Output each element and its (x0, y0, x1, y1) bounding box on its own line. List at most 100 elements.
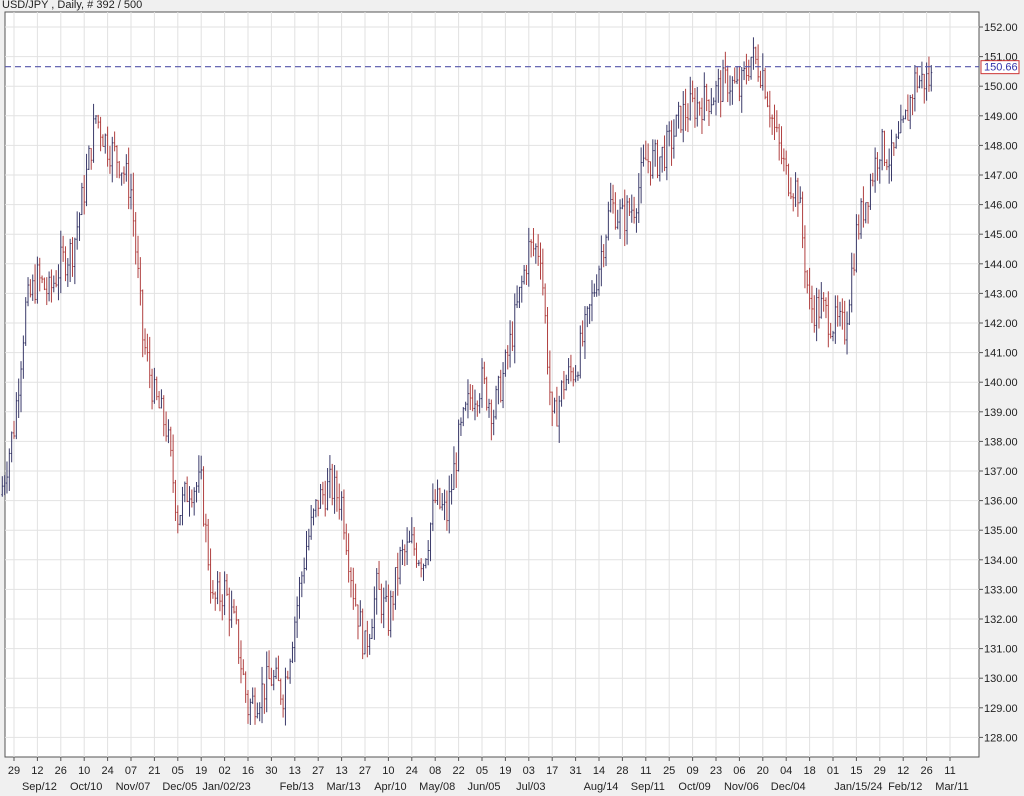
ohlc-bar (649, 161, 652, 186)
ohlc-bar (848, 299, 851, 326)
y-tick-label: 150.00 (984, 81, 1018, 93)
ohlc-bar (214, 591, 217, 611)
ohlc-bar (810, 285, 813, 324)
last-price-label: 150.66 (984, 62, 1018, 74)
ohlc-bar (841, 298, 844, 330)
ohlc-bar (275, 657, 278, 680)
ohlc-bar (293, 616, 296, 663)
ohlc-bar (885, 159, 888, 171)
ohlc-bar (209, 548, 212, 604)
ohlc-bar (43, 277, 46, 291)
ohlc-bar (303, 557, 306, 584)
x-tick-label: 11 (944, 765, 955, 777)
ohlc-bar (569, 354, 572, 382)
ohlc-bar (200, 455, 203, 480)
ohlc-bar (801, 191, 804, 249)
ohlc-bar (658, 156, 661, 182)
ohlc-bar (420, 558, 423, 578)
ohlc-bar (686, 103, 689, 133)
ohlc-bar (406, 527, 409, 565)
x-month-label: Jan/02/23 (202, 781, 250, 793)
ohlc-bar (13, 420, 15, 439)
ohlc-bar (228, 587, 231, 637)
ohlc-bar (366, 620, 369, 658)
ohlc-bar (237, 619, 240, 664)
ohlc-bar (193, 487, 196, 516)
x-tick-label: 28 (616, 765, 628, 777)
y-tick-label: 142.00 (984, 318, 1018, 330)
ohlc-bar (279, 678, 282, 705)
ohlc-bar (588, 303, 591, 324)
ohlc-bar (888, 148, 891, 184)
ohlc-bar (190, 489, 193, 508)
ohlc-bar (59, 230, 62, 294)
ohlc-bar (864, 202, 867, 224)
x-tick-label: 09 (686, 765, 698, 777)
ohlc-bar (724, 51, 727, 84)
ohlc-bar (633, 196, 636, 224)
ohlc-bar (593, 283, 596, 297)
ohlc-bar (846, 311, 849, 355)
ohlc-bar (169, 426, 172, 457)
x-tick-label: 29 (874, 765, 886, 777)
ohlc-bar (679, 105, 682, 133)
ohlc-bar (1, 476, 4, 497)
ohlc-bar (729, 75, 732, 106)
x-month-label: Dec/04 (771, 781, 806, 793)
x-tick-label: 10 (382, 765, 394, 777)
ohlc-bar (698, 101, 701, 116)
ohlc-bar (548, 350, 551, 406)
ohlc-bar (291, 641, 294, 664)
ohlc-bar (909, 94, 912, 130)
ohlc-bar (408, 530, 411, 543)
ohlc-bar (764, 67, 767, 100)
ohlc-bar (232, 599, 235, 614)
ohlc-bar (815, 287, 818, 342)
ohlc-bar (162, 395, 165, 437)
ohlc-bar (45, 277, 48, 306)
x-tick-label: 05 (476, 765, 488, 777)
ohlc-bar (619, 199, 622, 240)
ohlc-bar (827, 291, 830, 348)
ohlc-bar (422, 563, 425, 581)
ohlc-bar (927, 56, 930, 92)
ohlc-bar (347, 533, 350, 583)
ohlc-bar (31, 274, 34, 301)
ohlc-bar (523, 265, 526, 285)
x-month-label: Feb/12 (888, 781, 922, 793)
ohlc-bar (759, 70, 762, 89)
y-tick-label: 145.00 (984, 229, 1018, 241)
y-tick-label: 129.00 (984, 703, 1018, 715)
ohlc-bar (434, 489, 437, 504)
ohlc-bar (69, 238, 72, 283)
ohlc-bar (682, 91, 685, 143)
ohlc-bar (506, 345, 509, 370)
ohlc-bar (385, 580, 388, 603)
ohlc-bar (832, 330, 834, 342)
ohlc-bar (174, 479, 177, 521)
ohlc-bar (375, 568, 378, 615)
ohlc-bar (73, 237, 76, 285)
ohlc-bar (361, 608, 364, 660)
ohlc-bar (211, 580, 214, 599)
ohlc-bar (581, 320, 584, 347)
ohlc-bar (586, 306, 589, 328)
ohlc-bar (338, 483, 341, 520)
ohlc-bar (789, 177, 792, 200)
ohlc-bar (172, 434, 175, 493)
x-month-label: Jan/15/24 (834, 781, 882, 793)
y-tick-label: 134.00 (984, 555, 1018, 567)
ohlc-bar (127, 147, 130, 210)
ohlc-bar (773, 104, 776, 140)
ohlc-bar (530, 239, 533, 258)
ohlc-bar (558, 395, 561, 443)
ohlc-bar (71, 237, 74, 277)
ohlc-bar (319, 483, 322, 509)
ohlc-bar (874, 147, 877, 193)
ohlc-bar (906, 94, 909, 121)
ohlc-bar (415, 542, 418, 568)
ohlc-bar (5, 461, 8, 494)
ohlc-bar (410, 517, 413, 544)
x-month-label: Oct/09 (678, 781, 710, 793)
